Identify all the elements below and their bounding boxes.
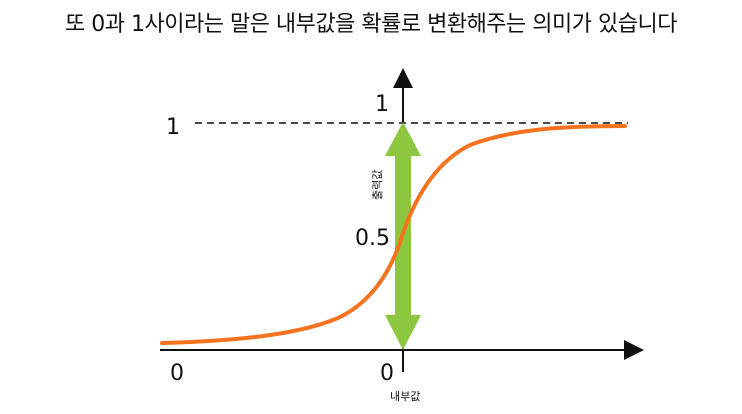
y-axis-top-tick: 1 (375, 92, 389, 117)
sigmoid-curve (160, 124, 627, 345)
y-mid-label: 0.5 (355, 226, 390, 251)
x-left-label: 0 (170, 361, 184, 386)
y-asymptote-label: 1 (166, 115, 180, 140)
x-origin-label: 0 (380, 361, 394, 386)
caption: 또 0과 1사이라는 말은 내부값을 확률로 변환해주는 의미가 있습니다 (65, 12, 677, 37)
y-axis-label: 출력값 (371, 170, 384, 200)
x-axis-label: 내부값 (390, 390, 420, 403)
